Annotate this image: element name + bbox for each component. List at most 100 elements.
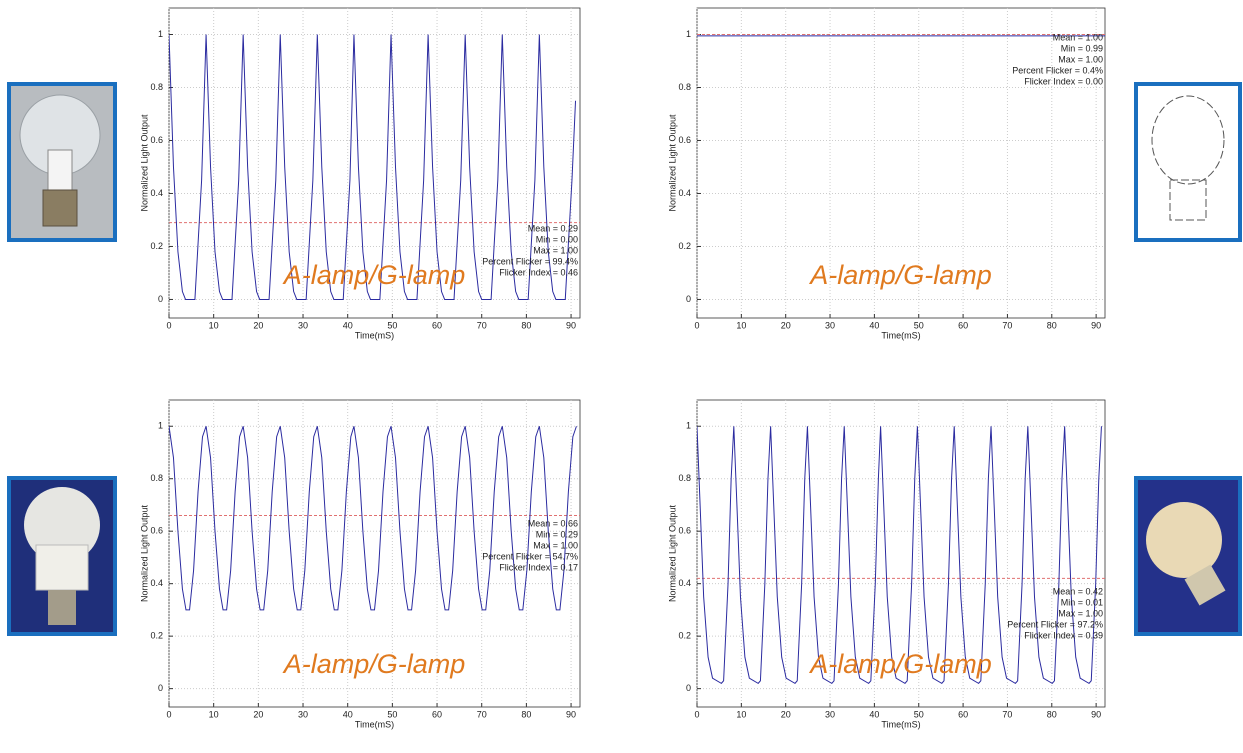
y-tick-label: 0.4 (678, 578, 691, 588)
x-tick-label: 30 (298, 320, 308, 330)
plot-content (169, 34, 580, 300)
y-tick-label: 0 (686, 683, 691, 693)
y-tick-label: 0.6 (150, 135, 163, 145)
stat-text: Percent Flicker = 97.2% (1007, 619, 1103, 629)
x-tick-label: 20 (253, 320, 263, 330)
y-tick-label: 0.4 (150, 188, 163, 198)
plot-area (168, 399, 581, 708)
stat-text: Max = 1.00 (533, 540, 578, 550)
x-tick-label: 40 (869, 320, 879, 330)
stat-text: Min = 0.00 (536, 234, 578, 244)
x-tick-label: 50 (914, 320, 924, 330)
x-tick-label: 50 (387, 320, 397, 330)
y-axis-label: Normalized Light Output (667, 114, 677, 212)
y-tick-label: 0.2 (150, 241, 163, 251)
x-tick-label: 80 (1047, 320, 1057, 330)
x-tick-label: 90 (1091, 709, 1101, 719)
y-axis-label: Normalized Light Output (667, 504, 677, 602)
overlay-label: A-lamp/G-lamp (282, 260, 466, 290)
y-tick-label: 1 (158, 421, 163, 431)
plot-content (697, 426, 1105, 685)
y-tick-label: 0.8 (150, 473, 163, 483)
y-tick-label: 0.8 (150, 82, 163, 92)
y-tick-label: 0.6 (678, 135, 691, 145)
x-tick-label: 80 (521, 320, 531, 330)
x-tick-label: 10 (736, 709, 746, 719)
stat-text: Percent Flicker = 54.7% (482, 551, 578, 561)
x-tick-label: 90 (566, 709, 576, 719)
x-tick-label: 70 (477, 709, 487, 719)
stat-text: Flicker Index = 0.46 (499, 267, 578, 277)
stat-text: Max = 1.00 (533, 245, 578, 255)
y-tick-label: 0 (158, 683, 163, 693)
stat-text: Percent Flicker = 99.4% (482, 256, 578, 266)
x-tick-label: 30 (298, 709, 308, 719)
x-tick-label: 20 (781, 320, 791, 330)
y-tick-label: 0.8 (678, 473, 691, 483)
plot-area (696, 7, 1106, 319)
overlay-label: A-lamp/G-lamp (808, 649, 992, 679)
y-axis-label: Normalized Light Output (139, 504, 149, 602)
x-tick-label: 50 (387, 709, 397, 719)
lamp-photo-clear (7, 82, 117, 242)
stat-text: Mean = 0.29 (528, 223, 578, 233)
x-axis-label: Time(mS) (355, 719, 394, 729)
stat-text: Mean = 0.66 (528, 518, 578, 528)
y-tick-label: 0 (158, 294, 163, 304)
x-tick-label: 60 (432, 709, 442, 719)
y-axis-label: Normalized Light Output (139, 114, 149, 212)
x-tick-label: 50 (914, 709, 924, 719)
stat-text: Min = 0.29 (536, 529, 578, 539)
stat-text: Mean = 0.42 (1053, 586, 1103, 596)
y-tick-label: 0.8 (678, 82, 691, 92)
x-tick-label: 20 (781, 709, 791, 719)
x-tick-label: 10 (209, 320, 219, 330)
x-tick-label: 70 (1002, 320, 1012, 330)
y-tick-label: 0.2 (150, 631, 163, 641)
x-tick-label: 70 (477, 320, 487, 330)
x-axis-label: Time(mS) (355, 330, 394, 340)
x-tick-label: 80 (1047, 709, 1057, 719)
x-tick-label: 40 (343, 709, 353, 719)
x-tick-label: 0 (166, 709, 171, 719)
overlay-label: A-lamp/G-lamp (282, 649, 466, 679)
x-tick-label: 30 (825, 320, 835, 330)
x-tick-label: 10 (209, 709, 219, 719)
light-trace (169, 34, 577, 300)
x-tick-label: 40 (869, 709, 879, 719)
x-tick-label: 60 (432, 320, 442, 330)
y-tick-label: 1 (686, 29, 691, 39)
x-tick-label: 70 (1002, 709, 1012, 719)
y-tick-label: 0.4 (678, 188, 691, 198)
x-tick-label: 40 (343, 320, 353, 330)
light-trace (169, 426, 577, 611)
y-tick-label: 1 (158, 29, 163, 39)
y-tick-label: 0.4 (150, 578, 163, 588)
x-tick-label: 0 (694, 320, 699, 330)
stat-text: Max = 1.00 (1058, 54, 1103, 64)
y-tick-label: 0.2 (678, 241, 691, 251)
stat-text: Percent Flicker = 0.4% (1012, 65, 1103, 75)
x-tick-label: 0 (166, 320, 171, 330)
plot-area (696, 399, 1106, 708)
x-tick-label: 20 (253, 709, 263, 719)
stat-text: Flicker Index = 0.17 (499, 562, 578, 572)
stat-text: Min = 0.99 (1061, 43, 1103, 53)
y-tick-label: 0.6 (150, 526, 163, 536)
x-tick-label: 60 (958, 320, 968, 330)
x-tick-label: 60 (958, 709, 968, 719)
lamp-photo-globe (1134, 476, 1242, 636)
light-trace (697, 426, 1102, 685)
x-tick-label: 0 (694, 709, 699, 719)
y-tick-label: 1 (686, 421, 691, 431)
plot-content (697, 33, 1105, 37)
stat-text: Flicker Index = 0.39 (1024, 630, 1103, 640)
y-tick-label: 0.6 (678, 526, 691, 536)
plot-area (168, 7, 581, 319)
stat-text: Max = 1.00 (1058, 608, 1103, 618)
x-tick-label: 30 (825, 709, 835, 719)
lamp-photo-finned (7, 476, 117, 636)
overlay-label: A-lamp/G-lamp (808, 260, 992, 290)
x-tick-label: 90 (566, 320, 576, 330)
